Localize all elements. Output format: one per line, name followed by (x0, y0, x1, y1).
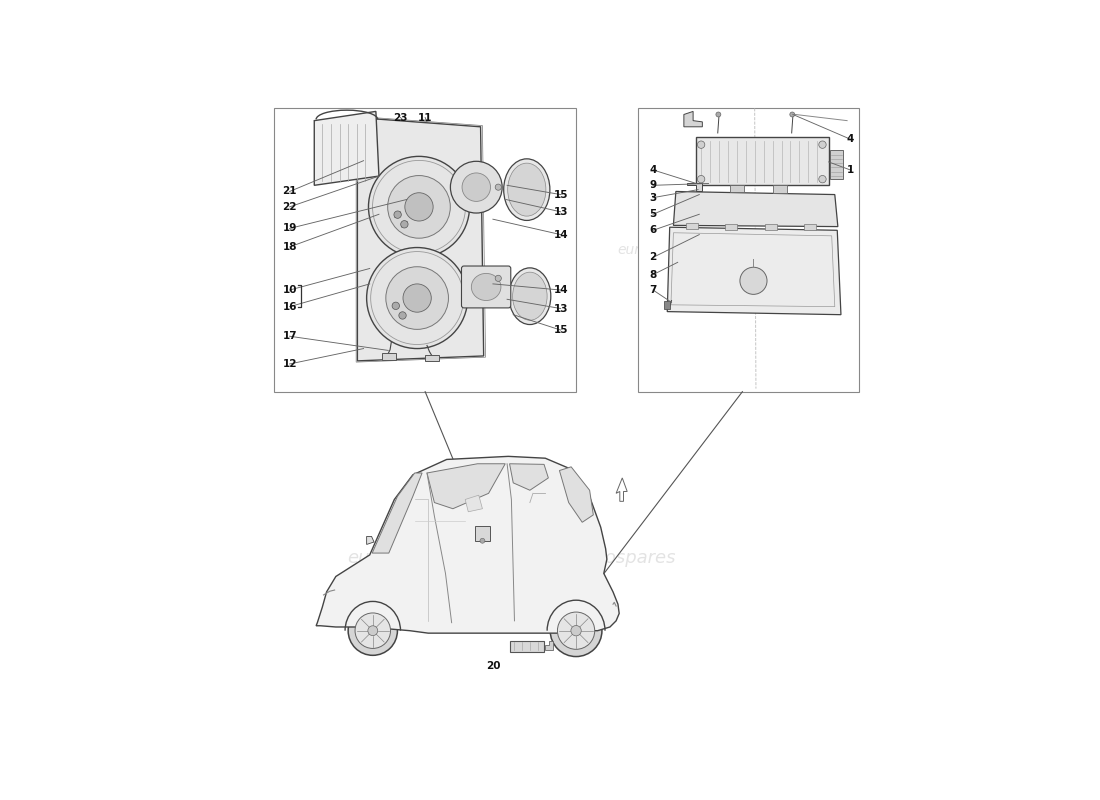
Circle shape (400, 221, 408, 228)
Ellipse shape (508, 163, 546, 216)
Polygon shape (366, 537, 374, 545)
FancyBboxPatch shape (462, 266, 510, 308)
Circle shape (495, 275, 502, 282)
Circle shape (697, 175, 705, 183)
Text: 11: 11 (418, 113, 432, 122)
FancyBboxPatch shape (509, 641, 544, 652)
Circle shape (368, 156, 470, 258)
Text: 21: 21 (283, 186, 297, 197)
Circle shape (480, 538, 485, 543)
Text: 7: 7 (649, 285, 657, 295)
Text: 14: 14 (553, 230, 568, 240)
Text: 15: 15 (553, 190, 568, 199)
Circle shape (550, 605, 602, 657)
Text: 5: 5 (649, 210, 657, 219)
Circle shape (355, 613, 390, 649)
Circle shape (818, 141, 826, 148)
Circle shape (399, 312, 406, 319)
Circle shape (348, 606, 397, 655)
Text: eurospares: eurospares (575, 549, 675, 567)
Polygon shape (509, 464, 548, 490)
Circle shape (403, 284, 431, 312)
Circle shape (740, 267, 767, 294)
FancyBboxPatch shape (475, 526, 490, 541)
Text: 15: 15 (553, 325, 568, 335)
Text: 8: 8 (649, 270, 657, 280)
Polygon shape (372, 473, 422, 553)
Circle shape (392, 302, 399, 310)
Polygon shape (560, 467, 593, 522)
Circle shape (387, 175, 450, 238)
Text: 4: 4 (847, 134, 854, 144)
Text: 9: 9 (649, 180, 657, 190)
Circle shape (571, 626, 581, 636)
Text: eurospares: eurospares (328, 237, 406, 251)
Text: 13: 13 (553, 303, 568, 314)
Text: 4: 4 (649, 165, 657, 175)
FancyBboxPatch shape (773, 186, 786, 193)
Ellipse shape (509, 268, 551, 325)
Bar (638, 108, 859, 392)
Circle shape (367, 626, 377, 636)
FancyBboxPatch shape (730, 185, 744, 192)
Circle shape (366, 247, 468, 349)
Polygon shape (668, 227, 840, 314)
Text: eurospares: eurospares (617, 243, 695, 257)
Circle shape (818, 175, 826, 183)
FancyBboxPatch shape (382, 354, 396, 360)
Polygon shape (427, 464, 505, 509)
Polygon shape (546, 641, 552, 650)
Circle shape (697, 141, 705, 148)
Circle shape (495, 184, 502, 190)
Text: 10: 10 (283, 285, 297, 295)
Text: 2: 2 (649, 252, 657, 262)
Text: 17: 17 (283, 331, 297, 342)
FancyBboxPatch shape (685, 223, 698, 229)
Text: 18: 18 (283, 242, 297, 252)
Polygon shape (684, 111, 702, 127)
Ellipse shape (471, 274, 501, 301)
Text: eurospares: eurospares (697, 323, 775, 337)
Text: 14: 14 (553, 285, 568, 295)
FancyBboxPatch shape (829, 150, 844, 179)
Text: 20: 20 (486, 661, 500, 670)
Circle shape (394, 211, 402, 218)
Text: 22: 22 (283, 202, 297, 212)
Text: 3: 3 (649, 193, 657, 202)
FancyBboxPatch shape (764, 223, 777, 230)
Circle shape (450, 162, 502, 213)
FancyBboxPatch shape (696, 138, 828, 186)
FancyBboxPatch shape (725, 223, 737, 230)
Circle shape (462, 173, 491, 202)
Text: 6: 6 (649, 226, 657, 235)
Circle shape (558, 612, 595, 650)
Text: 12: 12 (283, 359, 297, 369)
Polygon shape (358, 118, 484, 361)
Circle shape (716, 112, 720, 117)
Circle shape (405, 193, 433, 221)
Text: eurospares: eurospares (348, 549, 448, 567)
Circle shape (790, 112, 794, 117)
Text: 16: 16 (283, 302, 297, 312)
Polygon shape (616, 478, 627, 502)
Ellipse shape (513, 272, 547, 320)
Text: 19: 19 (283, 223, 297, 234)
Text: 23: 23 (394, 113, 408, 122)
Polygon shape (316, 456, 619, 633)
Ellipse shape (504, 159, 550, 221)
FancyBboxPatch shape (664, 301, 670, 309)
Polygon shape (686, 183, 702, 191)
Polygon shape (673, 191, 838, 226)
Bar (274, 108, 576, 392)
Polygon shape (465, 495, 483, 512)
Text: eurospares: eurospares (402, 335, 480, 350)
Text: 13: 13 (553, 207, 568, 217)
Text: 1: 1 (847, 165, 854, 175)
FancyBboxPatch shape (425, 354, 439, 362)
Polygon shape (315, 111, 378, 186)
Circle shape (386, 266, 449, 330)
FancyBboxPatch shape (804, 223, 816, 230)
